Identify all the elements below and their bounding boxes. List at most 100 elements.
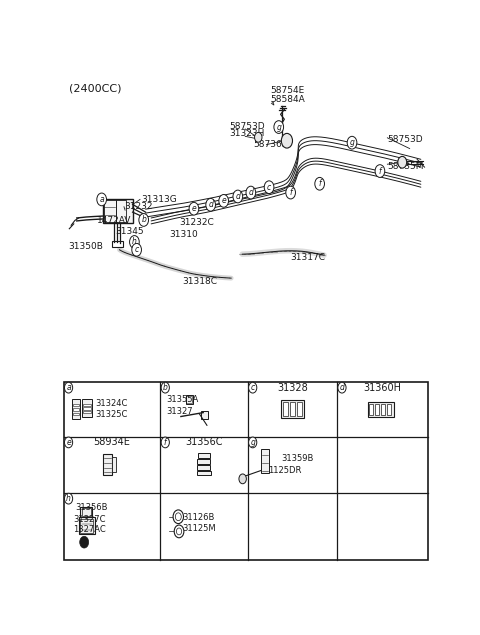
Text: 31327C: 31327C	[73, 515, 106, 524]
Bar	[81, 507, 92, 518]
Bar	[80, 519, 93, 533]
Bar	[202, 411, 208, 419]
Text: f: f	[379, 166, 381, 175]
Text: 31323H: 31323H	[229, 130, 264, 138]
Circle shape	[246, 186, 256, 199]
Bar	[64, 382, 428, 560]
Bar	[186, 396, 192, 403]
Text: 31126B: 31126B	[183, 513, 215, 522]
Bar	[116, 201, 126, 222]
Bar	[290, 403, 295, 416]
Text: 31355A: 31355A	[166, 395, 198, 404]
Bar	[197, 471, 211, 476]
Text: h: h	[66, 494, 71, 503]
Circle shape	[375, 164, 385, 177]
Circle shape	[64, 493, 72, 504]
Text: 31324C: 31324C	[96, 399, 128, 408]
Text: 31356B: 31356B	[75, 504, 108, 512]
Bar	[369, 404, 373, 415]
Bar	[197, 459, 210, 464]
Bar	[112, 457, 116, 472]
Circle shape	[174, 525, 184, 538]
Text: 31317C: 31317C	[290, 253, 325, 262]
Text: f: f	[289, 188, 292, 197]
Bar	[368, 403, 394, 417]
Text: 31310: 31310	[170, 230, 199, 239]
Text: (2400CC): (2400CC)	[69, 84, 122, 93]
Text: 58584A: 58584A	[270, 95, 305, 104]
Circle shape	[274, 121, 284, 133]
Circle shape	[398, 156, 407, 168]
Bar	[82, 399, 92, 417]
Text: 31125M: 31125M	[183, 524, 216, 533]
Circle shape	[97, 193, 107, 206]
Circle shape	[139, 213, 148, 226]
Bar	[83, 411, 91, 413]
Bar	[375, 404, 379, 415]
Circle shape	[264, 181, 274, 194]
Bar	[103, 454, 112, 476]
Text: 31360H: 31360H	[364, 383, 402, 392]
Circle shape	[219, 194, 228, 207]
Text: 1327AC: 1327AC	[73, 525, 106, 534]
Circle shape	[161, 437, 169, 448]
Text: e: e	[221, 196, 226, 205]
Circle shape	[175, 513, 181, 521]
Text: c: c	[267, 183, 271, 192]
Bar	[198, 453, 210, 458]
Text: a: a	[99, 195, 104, 204]
Text: f: f	[164, 438, 167, 447]
Bar	[72, 399, 80, 419]
Bar	[261, 449, 269, 474]
Circle shape	[249, 437, 257, 448]
Text: c: c	[134, 245, 139, 254]
Text: d: d	[235, 192, 240, 201]
Text: g: g	[349, 138, 354, 147]
Circle shape	[173, 510, 183, 524]
Bar	[381, 404, 385, 415]
Circle shape	[315, 177, 324, 190]
Bar	[83, 408, 91, 410]
Bar	[82, 509, 91, 516]
Bar	[79, 517, 95, 534]
Circle shape	[161, 382, 169, 393]
Bar	[104, 201, 116, 222]
Bar	[297, 403, 302, 416]
Circle shape	[177, 528, 181, 535]
Text: d: d	[208, 200, 213, 210]
Text: h: h	[132, 237, 137, 246]
Text: e: e	[192, 204, 196, 213]
Circle shape	[239, 474, 246, 484]
Bar	[73, 413, 79, 415]
Text: 31313G: 31313G	[141, 195, 177, 204]
Text: 58934E: 58934E	[94, 438, 131, 448]
Circle shape	[286, 186, 296, 199]
Text: 1125DR: 1125DR	[268, 466, 302, 475]
Text: 31356C: 31356C	[185, 438, 223, 448]
Bar	[197, 465, 210, 469]
Text: 58753D: 58753D	[229, 121, 265, 131]
Circle shape	[80, 537, 89, 548]
Bar	[103, 199, 132, 223]
Text: 31350B: 31350B	[68, 243, 103, 251]
Text: c: c	[251, 383, 255, 392]
Circle shape	[130, 236, 139, 248]
Text: 31345: 31345	[115, 227, 144, 236]
Circle shape	[281, 133, 292, 148]
Circle shape	[338, 382, 346, 393]
Text: g: g	[276, 123, 281, 131]
Bar	[73, 404, 79, 406]
Circle shape	[132, 243, 142, 256]
Bar	[281, 401, 304, 418]
Text: 31325C: 31325C	[96, 410, 128, 418]
Text: a: a	[66, 383, 71, 392]
Circle shape	[189, 203, 199, 215]
Text: b: b	[163, 383, 168, 392]
Bar	[387, 404, 391, 415]
Circle shape	[206, 198, 216, 211]
Text: d: d	[339, 383, 345, 392]
Text: 58735M: 58735M	[387, 162, 424, 171]
Text: f: f	[318, 179, 321, 188]
Text: e: e	[66, 438, 71, 447]
Text: 31359B: 31359B	[281, 454, 314, 464]
